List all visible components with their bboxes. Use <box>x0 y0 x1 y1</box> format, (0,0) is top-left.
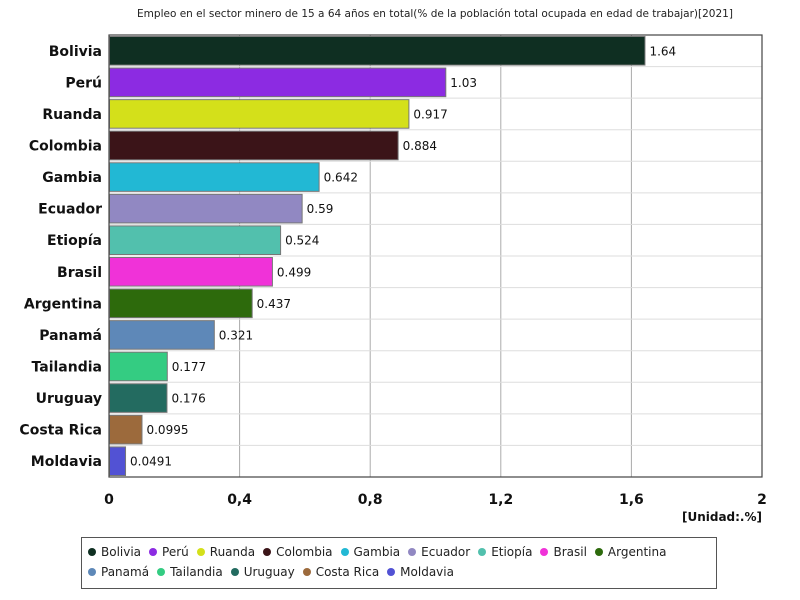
plot-frame <box>108 34 763 478</box>
axis-layer: 0 0,4 0,8 1,2 1,6 2 Bolivia Perú Ruanda Colombia G… <box>19 34 767 508</box>
category-label: Bolivia <box>49 44 102 60</box>
data-label: 0.0995 <box>146 423 188 437</box>
legend-swatch <box>88 568 96 576</box>
legend-label: Costa Rica <box>315 565 380 579</box>
category-label: Brasil <box>57 265 102 281</box>
legend-swatch <box>594 548 603 556</box>
legend-swatch <box>263 548 272 556</box>
data-label: 0.437 <box>257 297 291 311</box>
bar <box>109 225 282 256</box>
category-label: Costa Rica <box>19 423 102 439</box>
bar <box>109 99 410 129</box>
data-label: 0.884 <box>403 139 437 153</box>
legend-item: Tailandia <box>157 562 223 582</box>
data-label: 0.176 <box>171 392 205 406</box>
legend-swatch <box>230 568 239 576</box>
legend-item: Etiopía <box>478 542 532 562</box>
bar <box>109 36 646 66</box>
bar <box>109 257 273 287</box>
legend: Bolivia Perú Ruanda Colombia Gambia Ecuador Et… <box>81 537 717 589</box>
chart-title: Empleo en el sector minero de 15 a 64 añ… <box>137 8 733 20</box>
bar <box>109 320 215 350</box>
bar <box>109 383 168 413</box>
data-label: 0.59 <box>307 202 334 216</box>
category-label: Colombia <box>29 139 102 155</box>
bar <box>109 446 127 476</box>
legend-label: Uruguay <box>243 565 295 579</box>
bar <box>109 162 320 192</box>
bar <box>109 414 143 445</box>
legend-item: Bolivia <box>88 542 141 562</box>
legend-item: Colombia <box>263 542 333 562</box>
data-label: 1.03 <box>450 76 477 90</box>
legend-label: Ruanda <box>209 545 256 559</box>
legend-label: Panamá <box>101 565 150 579</box>
legend-label: Perú <box>162 545 189 559</box>
legend-item: Gambia <box>340 542 401 562</box>
legend-label: Bolivia <box>101 545 142 559</box>
legend-item: Ecuador <box>408 542 470 562</box>
bars-layer: 1.64 1.03 0.917 0.884 0.642 0.59 0.524 0.499 0.4… <box>109 36 676 476</box>
bar <box>109 67 447 98</box>
legend-swatch <box>196 548 205 556</box>
x-tick-label: 1,2 <box>488 492 513 508</box>
data-label: 0.499 <box>277 265 311 279</box>
legend-item: Panamá <box>88 562 149 582</box>
category-label: Etiopía <box>47 233 102 249</box>
data-label: 0.0491 <box>130 455 172 469</box>
legend-item: Perú <box>149 542 189 562</box>
x-tick-label: 0 <box>104 492 114 508</box>
legend-swatch <box>408 548 417 556</box>
category-label: Panamá <box>39 328 102 344</box>
x-tick-label: 2 <box>757 492 767 508</box>
legend-label: Gambia <box>353 545 401 559</box>
legend-label: Moldavia <box>400 565 454 579</box>
legend-item: Brasil <box>540 542 587 562</box>
legend-label: Colombia <box>276 545 333 559</box>
category-label: Uruguay <box>36 391 102 407</box>
data-label: 0.177 <box>172 360 206 374</box>
data-label: 0.917 <box>413 107 447 121</box>
x-tick-label: 0,8 <box>358 492 383 508</box>
legend-label: Ecuador <box>421 545 471 559</box>
legend-swatch <box>149 548 158 556</box>
legend-label: Tailandia <box>170 565 223 579</box>
legend-swatch <box>387 568 396 576</box>
legend-item: Ruanda <box>196 542 256 562</box>
legend-swatch <box>88 548 96 556</box>
legend-swatch <box>302 568 311 576</box>
category-label: Moldavia <box>31 454 102 470</box>
category-label: Argentina <box>24 296 102 312</box>
legend-item: Costa Rica <box>302 562 380 582</box>
bar <box>109 130 399 161</box>
x-tick-label: 0,4 <box>227 492 252 508</box>
legend-swatch <box>540 548 549 556</box>
bar <box>109 193 303 224</box>
data-label: 0.321 <box>219 328 253 342</box>
legend-swatch <box>340 548 349 556</box>
unit-label: [Unidad:.%] <box>682 510 762 524</box>
legend-swatch <box>157 568 166 576</box>
data-label: 1.64 <box>649 44 676 58</box>
category-label: Gambia <box>42 170 102 186</box>
category-label: Tailandia <box>32 360 102 376</box>
bar <box>109 288 253 319</box>
category-label: Perú <box>65 75 102 91</box>
legend-item: Moldavia <box>387 562 454 582</box>
category-label: Ecuador <box>38 202 102 218</box>
category-label: Ruanda <box>42 107 102 123</box>
legend-item: Uruguay <box>230 562 295 582</box>
data-label: 0.524 <box>285 234 319 248</box>
x-tick-label: 1,6 <box>619 492 644 508</box>
legend-label: Argentina <box>607 545 667 559</box>
legend-swatch <box>478 548 487 556</box>
legend-label: Brasil <box>553 545 587 559</box>
bar <box>109 351 168 382</box>
legend-label: Etiopía <box>491 545 533 559</box>
data-label: 0.642 <box>324 171 358 185</box>
legend-item: Argentina <box>594 542 667 562</box>
